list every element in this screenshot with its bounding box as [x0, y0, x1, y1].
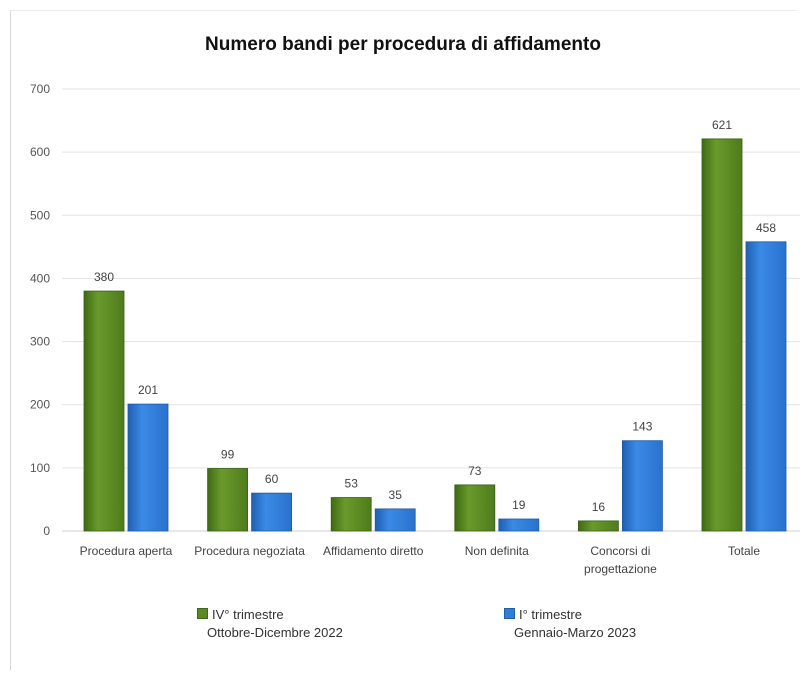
bar-chart: 0 100 200 300 400 500 600 700 380 201 99 60 53 35 73 1… [30, 82, 800, 576]
y-tick-label-100: 100 [30, 461, 50, 475]
x-tick-label-concorsi-di-progettazione: Concorsi di progettazione [584, 544, 657, 576]
bar-iv-trimestre-procedura-negoziata [207, 468, 249, 532]
legend-sublabel-i-trimestre: Gennaio-Marzo 2023 [514, 625, 637, 640]
bar-i-trimestre-concorsi-di-progettazione [622, 440, 663, 532]
data-label-iv-trimestre-affidamento-diretto: 53 [345, 477, 359, 491]
chart-title: Numero bandi per procedura di affidament… [205, 34, 601, 55]
data-label-iv-trimestre-concorsi-di-progettazione: 16 [592, 500, 606, 514]
bar-i-trimestre-non-definita [498, 518, 540, 532]
x-tick-label-procedura-negoziata: Procedura negoziata [194, 544, 305, 558]
legend-label-iv-trimestre: IV° trimestre [212, 607, 284, 622]
x-axis: Procedura aperta Procedura negoziata Affid… [80, 544, 761, 576]
x-tick-label-procedura-aperta: Procedura aperta [80, 544, 173, 558]
bar-i-trimestre-affidamento-diretto [374, 508, 416, 532]
bar-iv-trimestre-concorsi-di-progettazione [578, 520, 619, 532]
data-label-i-trimestre-procedura-negoziata: 60 [265, 472, 279, 486]
data-label-i-trimestre-procedura-aperta: 201 [138, 383, 158, 397]
y-tick-label-700: 700 [30, 82, 50, 96]
legend: IV° trimestre Ottobre-Dicembre 2022 I° t… [0, 600, 806, 660]
x-tick-label-affidamento-diretto: Affidamento diretto [323, 544, 424, 558]
y-tick-label-600: 600 [30, 145, 50, 159]
data-label-i-trimestre-non-definita: 19 [512, 498, 526, 512]
chart-frame [10, 10, 797, 670]
data-label-i-trimestre-affidamento-diretto: 35 [389, 488, 403, 502]
bar-i-trimestre-procedura-negoziata [251, 492, 293, 532]
bar-i-trimestre-procedura-aperta [127, 403, 169, 532]
gridlines [62, 88, 800, 532]
bar-iv-trimestre-totale [701, 138, 743, 532]
bar-iv-trimestre-non-definita [454, 484, 496, 532]
x-tick-label-non-definita: Non definita [465, 544, 529, 558]
legend-sublabel-iv-trimestre: Ottobre-Dicembre 2022 [207, 625, 343, 640]
y-tick-label-0: 0 [43, 524, 50, 538]
legend-swatch-i-trimestre [504, 608, 515, 619]
bar-i-trimestre-totale [745, 241, 787, 532]
y-axis: 0 100 200 300 400 500 600 700 [30, 82, 50, 538]
x-tick-label-totale: Totale [728, 544, 760, 558]
data-label-iv-trimestre-non-definita: 73 [468, 464, 482, 478]
data-labels: 380 201 99 60 53 35 73 19 16 143 621 458 [94, 118, 776, 514]
data-label-i-trimestre-totale: 458 [756, 221, 776, 235]
legend-swatch-iv-trimestre [197, 608, 208, 619]
y-tick-label-500: 500 [30, 208, 50, 222]
legend-item-iv-trimestre: IV° trimestre Ottobre-Dicembre 2022 [197, 606, 343, 642]
bar-iv-trimestre-procedura-aperta [83, 290, 125, 532]
legend-item-i-trimestre: I° trimestre Gennaio-Marzo 2023 [504, 606, 636, 642]
y-tick-label-400: 400 [30, 271, 50, 285]
data-label-iv-trimestre-procedura-aperta: 380 [94, 270, 114, 284]
data-label-iv-trimestre-procedura-negoziata: 99 [221, 447, 235, 461]
y-tick-label-300: 300 [30, 335, 50, 349]
data-label-iv-trimestre-totale: 621 [712, 118, 732, 132]
data-label-i-trimestre-concorsi-di-progettazione: 143 [632, 420, 652, 434]
legend-label-i-trimestre: I° trimestre [519, 607, 582, 622]
y-tick-label-200: 200 [30, 398, 50, 412]
bar-iv-trimestre-affidamento-diretto [330, 497, 372, 532]
bars [83, 138, 787, 532]
